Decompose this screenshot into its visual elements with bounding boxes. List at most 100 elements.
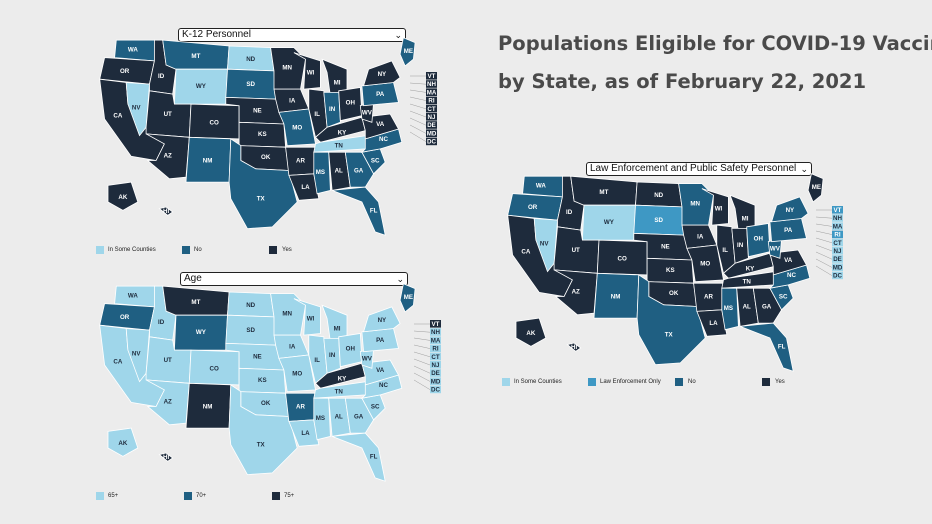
callout-box-ma[interactable] xyxy=(832,222,843,230)
callout-box-vt[interactable] xyxy=(832,206,843,214)
callout-label-ma: MA xyxy=(833,223,843,230)
state-la[interactable] xyxy=(696,309,728,337)
age-dropdown[interactable]: Age ⌄ xyxy=(180,272,408,286)
callout-box-ri[interactable] xyxy=(430,344,441,353)
state-fl[interactable] xyxy=(331,186,386,236)
state-label-la: LA xyxy=(301,430,310,437)
callout-box-de[interactable] xyxy=(430,369,441,377)
callout-label-dc: DC xyxy=(427,139,436,146)
callout-box-md[interactable] xyxy=(430,377,441,385)
callout-box-de[interactable] xyxy=(426,121,437,129)
state-label-az: AZ xyxy=(164,153,172,160)
state-label-mo: MO xyxy=(700,260,710,267)
state-nv[interactable] xyxy=(533,218,558,273)
state-fl[interactable] xyxy=(739,322,794,372)
state-ny[interactable] xyxy=(363,306,401,333)
state-label-nd: ND xyxy=(246,56,255,63)
k12-dropdown[interactable]: K-12 Personnel ⌄ xyxy=(178,28,406,42)
state-label-nd: ND xyxy=(654,192,663,199)
state-label-fl: FL xyxy=(778,343,786,350)
state-label-va: VA xyxy=(376,121,385,128)
callout-box-de[interactable] xyxy=(832,255,843,263)
state-label-ca: CA xyxy=(113,113,122,120)
state-label-nd: ND xyxy=(246,302,255,309)
state-ny[interactable] xyxy=(771,196,809,223)
callout-box-ct[interactable] xyxy=(430,352,441,361)
callout-box-nj[interactable] xyxy=(430,361,441,369)
state-label-ut: UT xyxy=(164,357,172,364)
state-wi[interactable] xyxy=(293,298,321,336)
state-label-ne: NE xyxy=(253,108,262,115)
callout-box-md[interactable] xyxy=(426,129,437,137)
state-label-mi: MI xyxy=(334,326,341,333)
legend-label: In Some Counties xyxy=(108,247,156,253)
state-label-mt: MT xyxy=(599,189,608,196)
callout-box-ri[interactable] xyxy=(832,230,843,239)
callout-box-vt[interactable] xyxy=(430,320,441,328)
state-in[interactable] xyxy=(731,227,749,264)
state-wi[interactable] xyxy=(701,188,729,226)
state-in[interactable] xyxy=(323,337,341,374)
callout-label-nj: NJ xyxy=(432,362,440,369)
callout-label-nj: NJ xyxy=(834,248,842,255)
callout-box-dc[interactable] xyxy=(832,271,843,280)
state-label-mn: MN xyxy=(282,65,292,72)
state-ms[interactable] xyxy=(721,287,739,331)
state-me[interactable] xyxy=(399,283,416,313)
state-label-mi: MI xyxy=(334,80,341,87)
callout-box-nj[interactable] xyxy=(426,113,437,121)
callout-label-ma: MA xyxy=(427,89,437,96)
callout-leader-line xyxy=(413,344,431,349)
state-label-in: IN xyxy=(737,242,744,249)
state-ak[interactable] xyxy=(107,181,139,211)
state-in[interactable] xyxy=(323,92,341,128)
state-hi[interactable] xyxy=(566,342,582,352)
law-dropdown[interactable]: Law Enforcement and Public Safety Person… xyxy=(586,162,812,176)
state-me[interactable] xyxy=(399,37,416,67)
state-wi[interactable] xyxy=(293,52,321,90)
state-ak[interactable] xyxy=(515,317,547,347)
callout-box-ri[interactable] xyxy=(426,96,437,105)
callout-box-ct[interactable] xyxy=(426,104,437,113)
state-label-wy: WY xyxy=(604,219,615,226)
state-label-hi: HI xyxy=(571,344,577,351)
state-label-ut: UT xyxy=(572,247,580,254)
state-ak[interactable] xyxy=(107,427,139,457)
callout-box-ma[interactable] xyxy=(430,336,441,344)
state-label-wv: WV xyxy=(770,245,781,252)
legend-swatch-medium xyxy=(182,246,190,254)
state-me[interactable] xyxy=(807,173,824,203)
state-label-sc: SC xyxy=(779,294,788,301)
state-ms[interactable] xyxy=(313,397,331,441)
state-mo[interactable] xyxy=(278,354,316,393)
state-mo[interactable] xyxy=(686,244,724,283)
state-ms[interactable] xyxy=(313,151,331,195)
callout-label-de: DE xyxy=(833,256,842,263)
state-label-tn: TN xyxy=(743,279,752,286)
state-hi[interactable] xyxy=(158,206,174,216)
state-nv[interactable] xyxy=(125,328,150,383)
state-ny[interactable] xyxy=(363,60,401,87)
age-dropdown-label: Age xyxy=(184,273,202,284)
callout-box-nj[interactable] xyxy=(832,247,843,255)
callout-box-nh[interactable] xyxy=(832,214,843,222)
state-mo[interactable] xyxy=(278,108,316,147)
state-hi[interactable] xyxy=(158,452,174,462)
state-label-ak: AK xyxy=(118,194,127,201)
legend-swatch-medium xyxy=(675,378,683,386)
state-nv[interactable] xyxy=(125,82,150,137)
callout-box-dc[interactable] xyxy=(430,385,441,394)
callout-box-ma[interactable] xyxy=(426,88,437,96)
state-la[interactable] xyxy=(288,173,320,201)
callout-box-ct[interactable] xyxy=(832,238,843,247)
callout-box-nh[interactable] xyxy=(426,80,437,88)
callout-box-vt[interactable] xyxy=(426,72,437,80)
callout-box-dc[interactable] xyxy=(426,137,437,146)
callout-leader-line xyxy=(409,96,427,101)
state-la[interactable] xyxy=(288,419,320,447)
callout-box-md[interactable] xyxy=(832,263,843,271)
state-label-mn: MN xyxy=(282,311,292,318)
state-fl[interactable] xyxy=(331,432,386,482)
callout-box-nh[interactable] xyxy=(430,328,441,336)
